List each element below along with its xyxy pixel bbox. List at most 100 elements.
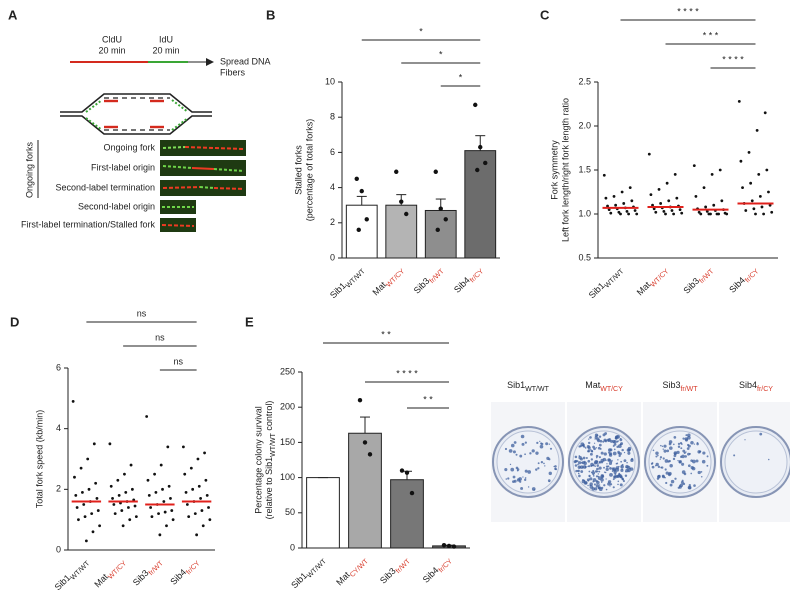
data-point <box>670 209 674 212</box>
label-subscript: WT/WT <box>270 432 277 456</box>
significance-label: ns <box>155 332 165 342</box>
colony <box>665 471 669 475</box>
data-point <box>718 168 722 172</box>
colony <box>544 465 546 467</box>
colony <box>687 452 690 456</box>
colony <box>659 456 663 459</box>
label-subscript: WT/WT <box>306 557 328 579</box>
data-point <box>667 199 671 203</box>
data-point <box>116 478 120 482</box>
colony <box>676 450 680 454</box>
y-tick-label: 0.5 <box>578 252 591 262</box>
colony <box>593 483 596 486</box>
data-point <box>673 173 677 176</box>
colony <box>663 449 667 453</box>
bar <box>385 204 418 259</box>
colony <box>592 475 595 477</box>
panel-letter: D <box>10 314 19 329</box>
colony <box>619 443 622 446</box>
data-point <box>171 518 175 522</box>
bar <box>390 479 424 549</box>
colony <box>669 446 673 450</box>
plate-label: Sib3fr/WT <box>662 380 698 392</box>
label-subscript: WT/CY <box>649 268 670 289</box>
data-point <box>157 512 160 515</box>
data-point <box>96 509 100 512</box>
colony <box>607 465 610 468</box>
data-point <box>123 472 126 476</box>
significance-label: * <box>459 72 463 82</box>
colony <box>686 443 690 447</box>
data-point <box>130 487 134 491</box>
data-point <box>675 196 679 200</box>
colony <box>700 470 703 473</box>
colony <box>574 459 578 463</box>
colony <box>608 461 613 465</box>
colony <box>595 475 599 478</box>
colony <box>706 464 709 467</box>
colony <box>527 486 530 488</box>
colony <box>605 488 608 491</box>
label-subscript: WT/WT <box>345 267 367 289</box>
data-point <box>649 193 653 197</box>
data-point <box>84 539 88 543</box>
colony <box>682 449 686 453</box>
y-tick-label: 6 <box>330 147 335 157</box>
colony <box>617 480 620 483</box>
plate-inner <box>496 430 560 494</box>
data-point <box>134 515 138 519</box>
y-tick-label: 4 <box>330 182 335 192</box>
data-point <box>770 210 774 214</box>
x-tick-label: Sib3fr/WT <box>378 554 412 588</box>
colony <box>673 454 677 458</box>
colony <box>598 460 602 464</box>
significance-label: * * <box>381 329 391 339</box>
data-point <box>193 512 197 515</box>
data-point <box>74 494 78 497</box>
data-point <box>612 195 616 198</box>
colony <box>706 455 709 458</box>
colony <box>617 459 619 461</box>
colony <box>582 456 586 460</box>
data-point <box>665 181 669 185</box>
colony <box>580 470 584 473</box>
colony <box>684 455 687 458</box>
y-tick-label: 0 <box>290 542 295 552</box>
data-point <box>111 497 114 500</box>
y-tick-label: 50 <box>285 507 295 517</box>
colony <box>693 484 696 487</box>
data-point <box>647 152 651 156</box>
x-tick-label: Sib4fr/CY <box>728 264 761 297</box>
fiber <box>213 187 245 190</box>
colony <box>531 449 535 453</box>
y-tick-label: 10 <box>325 76 335 86</box>
data-point <box>121 524 125 528</box>
data-point <box>161 487 164 491</box>
colony <box>618 465 620 468</box>
colony <box>515 466 519 470</box>
colony <box>688 483 691 487</box>
colony <box>680 455 683 459</box>
fiber-label: Ongoing fork <box>103 142 155 152</box>
significance-label: * <box>439 49 443 59</box>
data-point <box>127 506 130 509</box>
colony <box>597 463 599 465</box>
data-point <box>628 186 632 190</box>
data-point <box>744 209 748 212</box>
colony <box>601 481 603 484</box>
data-point <box>652 207 656 211</box>
colony <box>630 458 634 463</box>
y-tick-label: 150 <box>280 437 295 447</box>
label-subscript: fr/WT <box>698 267 716 285</box>
colony <box>596 460 599 463</box>
x-tick-label: Sib3fr/WT <box>412 264 446 298</box>
data-point <box>602 173 606 177</box>
colony <box>681 462 685 466</box>
colony <box>577 463 579 466</box>
data-point <box>705 209 709 213</box>
data-point <box>81 490 84 494</box>
data-point <box>108 442 112 446</box>
colony <box>586 445 590 449</box>
data-point <box>620 190 624 194</box>
data-point <box>619 212 622 216</box>
